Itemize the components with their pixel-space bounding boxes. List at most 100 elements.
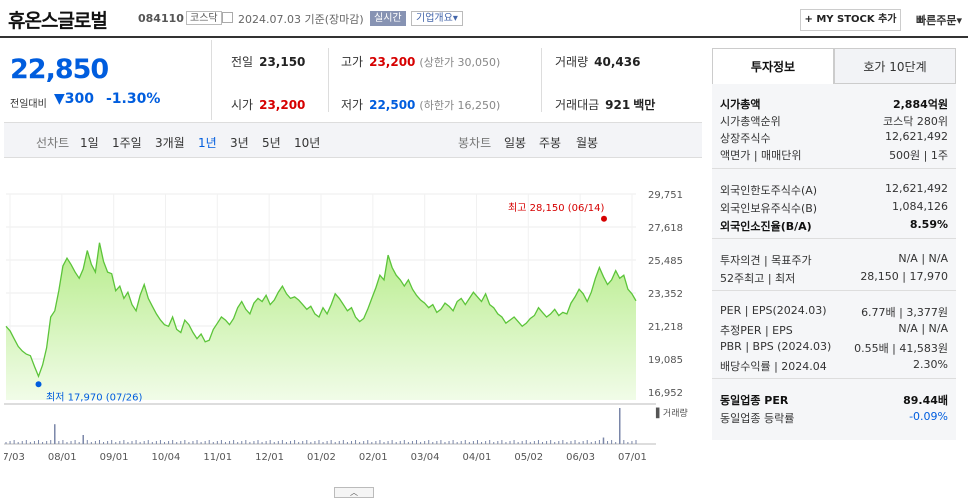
info-label: 시가총액 (720, 98, 761, 111)
info-label: 동일업종 등락률 (720, 412, 795, 425)
y-tick-label: 29,751 (648, 190, 683, 201)
period-tab[interactable]: 3개월 (155, 136, 185, 150)
divider (712, 378, 956, 379)
x-tick-label: 08/01 (48, 452, 77, 463)
x-tick-label: 11/01 (203, 452, 232, 463)
stock-name: 휴온스글로벌 (8, 10, 108, 32)
x-tick-label: 07/01 (618, 452, 647, 463)
period-tab[interactable]: 1주일 (112, 136, 142, 150)
divider (712, 168, 956, 169)
info-value: 0.55배 | 41,583원 (854, 342, 948, 355)
x-tick-label: 12/01 (255, 452, 284, 463)
stat-value: 23,200 (369, 55, 416, 69)
realtime-button[interactable]: 실시간 (370, 11, 406, 26)
price-change: ▼300 (54, 91, 94, 107)
high-marker (601, 215, 607, 222)
stat-open: 시가 23,200 (231, 96, 305, 113)
info-row: 상장주식수 12,621,492 (720, 128, 948, 146)
info-value: 12,621,492 (885, 130, 948, 143)
x-tick-label: 04/01 (463, 452, 492, 463)
info-label: 외국인소진율(B/A) (720, 220, 812, 233)
info-label: 52주최고 | 최저 (720, 272, 796, 285)
stock-header: 휴온스글로벌 084110 코스닥 2024.07.03 기준(장마감) 실시간… (0, 0, 968, 38)
my-stock-add-button[interactable]: + MY STOCK 추가 (800, 9, 901, 31)
change-label: 전일대비 (10, 99, 47, 110)
current-price: 22,850 (10, 54, 109, 85)
basis-date: 2024.07.03 기준(장마감) (238, 11, 364, 27)
quick-order-button[interactable]: 빠른주문▾ (916, 12, 962, 28)
chart-collapse-button[interactable]: ︿ (334, 487, 374, 498)
chart-period-tabs: 선차트 봉차트 1일 1주일 3개월 1년 3년 5년 10년 일봉 주봉 월봉 (4, 122, 702, 158)
x-tick-label: 06/03 (566, 452, 595, 463)
y-tick-label: 25,485 (648, 256, 683, 267)
info-row: 외국인소진율(B/A) 8.59% (720, 216, 948, 234)
info-label: 상장주식수 (720, 132, 771, 145)
low-label: 최저 17,970 (07/26) (46, 391, 142, 403)
x-tick-label: 03/04 (411, 452, 440, 463)
candle-tab[interactable]: 월봉 (576, 136, 599, 150)
info-tabs: 투자정보 호가 10단계 (712, 48, 956, 84)
y-tick-label: 21,218 (648, 322, 683, 333)
y-tick-label: 27,618 (648, 223, 683, 234)
x-tick-label: 05/02 (514, 452, 543, 463)
x-tick-label: 10/04 (152, 452, 181, 463)
down-arrow-icon: ▼ (54, 91, 65, 107)
period-tab[interactable]: 5년 (262, 136, 281, 150)
period-tab[interactable]: 3년 (230, 136, 249, 150)
price-change-value: 300 (64, 91, 95, 107)
lower-limit: (하한가 16,250) (419, 99, 501, 112)
price-chart: 29,751 27,618 25,485 23,352 21,218 19,085 16,9… (4, 160, 702, 500)
stat-volume: 거래량 40,436 (555, 53, 640, 70)
tab-investment-info[interactable]: 투자정보 (712, 48, 834, 84)
info-row: 추정PER | EPS N/A | N/A (720, 320, 948, 338)
x-tick-label: 01/02 (307, 452, 336, 463)
info-value: 2,884억원 (892, 98, 948, 111)
info-label: PBR | BPS (2024.03) (720, 340, 832, 353)
divider (712, 290, 956, 291)
basis-text: 기준(장마감) (304, 13, 364, 26)
tab-order-book[interactable]: 호가 10단계 (834, 48, 956, 84)
low-marker (35, 381, 42, 388)
period-tab[interactable]: 1일 (80, 136, 99, 150)
stat-value: 22,500 (369, 98, 416, 112)
candle-tab[interactable]: 일봉 (504, 136, 527, 150)
stat-label: 전일 (231, 55, 254, 69)
divider (541, 48, 542, 112)
info-row: 시가총액 2,884억원 (720, 94, 948, 112)
info-label: 외국인한도주식수(A) (720, 184, 818, 197)
x-tick-label: 09/01 (100, 452, 129, 463)
info-row: 배당수익률 | 2024.04 2.30% (720, 356, 948, 374)
stat-label: 고가 (341, 55, 364, 69)
period-tab[interactable]: 1년 (198, 136, 217, 150)
candle-tab[interactable]: 주봉 (539, 136, 562, 150)
info-row: 동일업종 PER 89.44배 (720, 390, 948, 408)
stat-value: 40,436 (594, 55, 641, 69)
upper-limit: (상한가 30,050) (419, 56, 501, 69)
high-label: 최고 28,150 (06/14) (508, 202, 604, 214)
info-row: PBR | BPS (2024.03) 0.55배 | 41,583원 (720, 338, 948, 356)
corp-info-button[interactable]: 기업개요▾ (411, 11, 463, 26)
corp-info-label: 기업개요 (416, 13, 453, 24)
stock-code: 084110 (138, 12, 184, 25)
stat-value: 23,200 (259, 98, 306, 112)
stat-value: 921 (605, 98, 631, 112)
info-row: 시가총액순위 코스닥 280위 (720, 111, 948, 129)
period-tab[interactable]: 10년 (294, 136, 321, 150)
info-label: 외국인보유주식수(B) (720, 202, 818, 215)
info-label: 추정PER | EPS (720, 324, 793, 337)
chevron-down-icon: ▾ (956, 14, 963, 27)
info-value: 1,084,126 (892, 200, 948, 213)
info-value: -0.09% (909, 410, 948, 423)
chevron-down-icon: ▾ (452, 13, 458, 24)
price-stats: 전일 23,150 시가 23,200 고가 23,200 (상한가 30,050) 저… (213, 40, 700, 120)
info-row: 액면가 | 매매단위 500원 | 1주 (720, 145, 948, 163)
volume-label: ▌거래량 (655, 407, 688, 419)
info-value: 12,621,492 (885, 182, 948, 195)
y-tick-label: 19,085 (648, 355, 683, 366)
info-label: PER | EPS(2024.03) (720, 304, 827, 317)
info-label: 동일업종 PER (720, 394, 789, 407)
price-line (5, 242, 637, 379)
line-chart-label: 선차트 (36, 136, 70, 150)
stat-value: 23,150 (259, 55, 306, 69)
info-value: 89.44배 (903, 394, 948, 407)
